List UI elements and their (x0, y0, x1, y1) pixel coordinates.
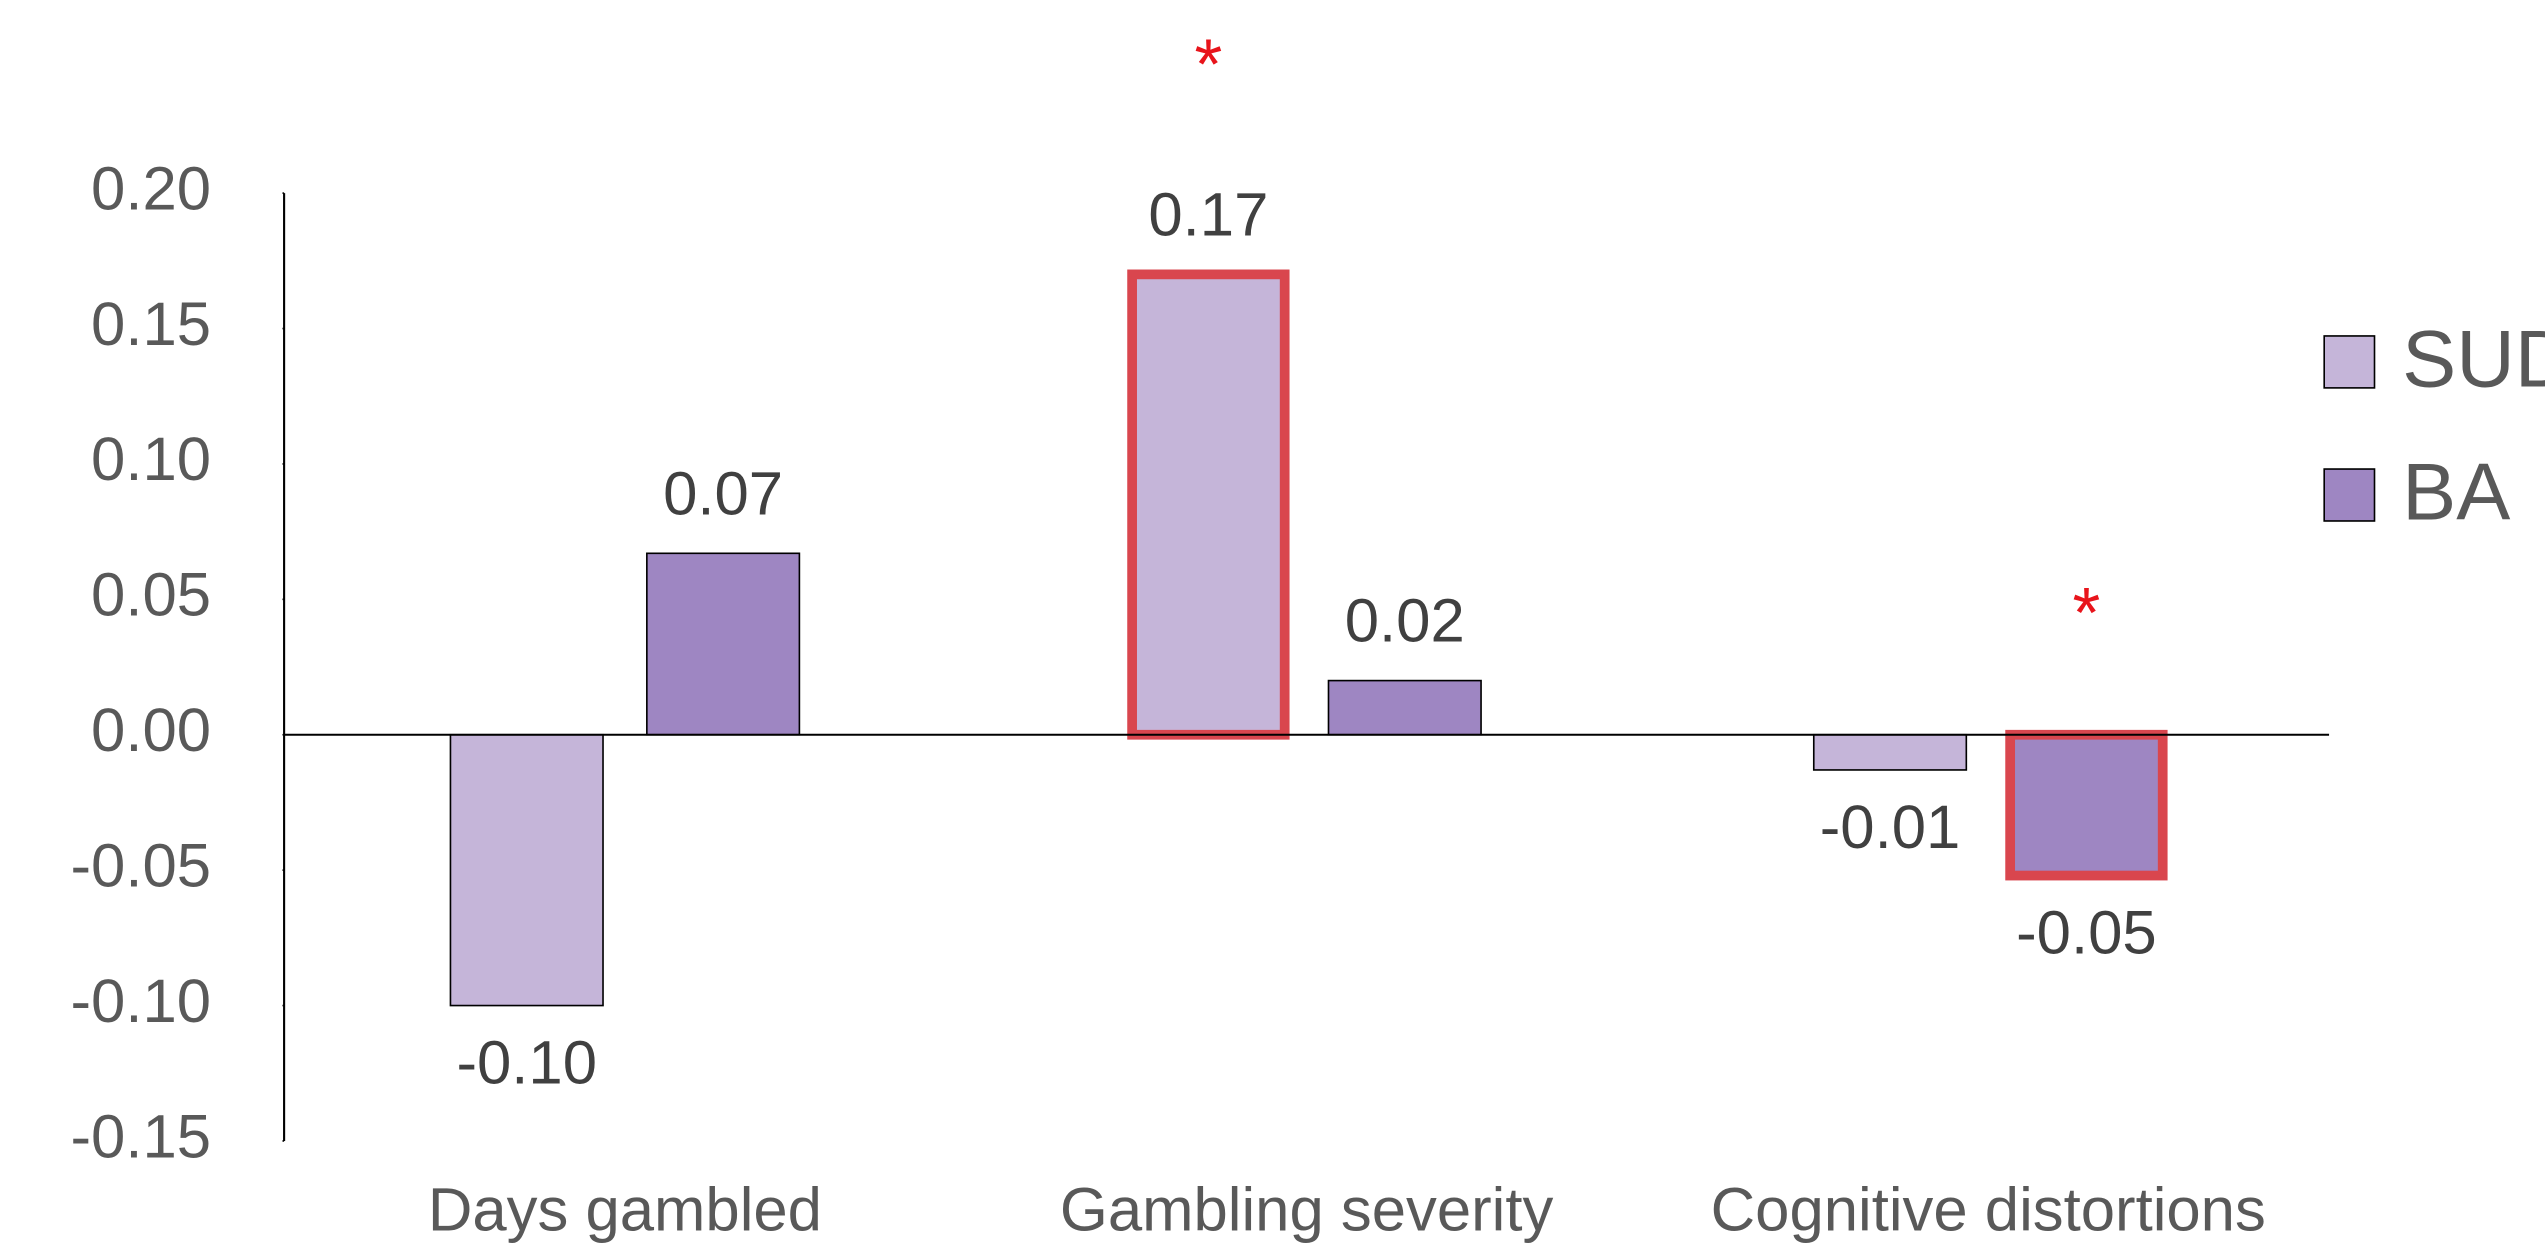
value-label: 0.07 (663, 459, 783, 528)
value-label: -0.01 (1820, 793, 1961, 862)
bar (646, 552, 801, 736)
y-tick-label: 0.20 (91, 154, 211, 223)
y-tick-label: 0.15 (91, 290, 211, 359)
y-tick-label: -0.05 (71, 831, 212, 900)
legend-label: SUD (2402, 315, 2545, 405)
x-tick-label: Gambling severity (1060, 1175, 1554, 1244)
value-label: 0.02 (1345, 587, 1465, 656)
bar (1127, 269, 1290, 740)
y-tick-label: -0.15 (71, 1102, 212, 1171)
y-tick-label: -0.10 (71, 967, 212, 1036)
significance-marker: * (2073, 573, 2101, 653)
y-tick-label: 0.05 (91, 561, 211, 630)
significance-marker: * (1194, 25, 1222, 105)
bar (1812, 733, 1968, 771)
value-label: 0.17 (1148, 180, 1268, 249)
bar (2005, 729, 2168, 881)
x-tick-label: Cognitive distortions (1711, 1175, 2266, 1244)
value-label: -0.10 (456, 1029, 597, 1098)
bar (1327, 679, 1482, 736)
bar (449, 733, 604, 1007)
x-tick-label: Days gambled (428, 1175, 822, 1244)
value-label: -0.05 (2016, 899, 2157, 968)
legend-label: BA (2402, 448, 2510, 538)
y-tick-label: 0.10 (91, 425, 211, 494)
y-tick-label: 0.00 (91, 696, 211, 765)
legend-swatch (2323, 335, 2376, 389)
legend-swatch (2323, 468, 2376, 522)
